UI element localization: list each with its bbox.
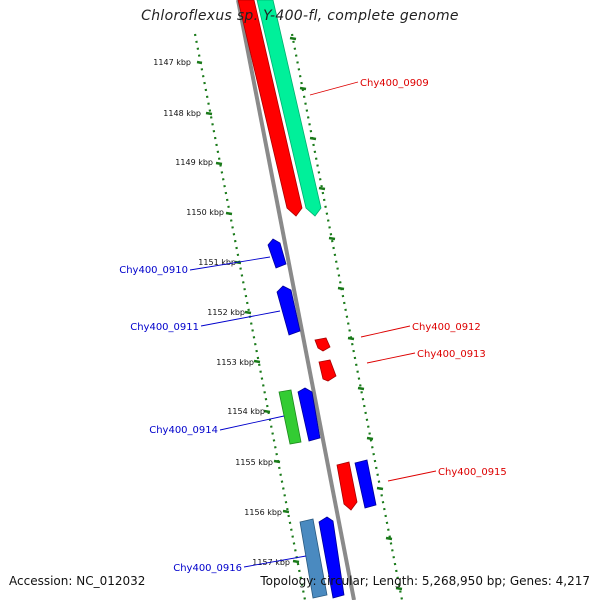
gene-feature-0914-green[interactable] [278, 389, 302, 445]
gene-label-0909[interactable]: Chy400_0909 [360, 78, 429, 89]
gene-label-0915[interactable]: Chy400_0915 [438, 467, 507, 478]
gene-feature-0916-blue[interactable] [318, 516, 345, 599]
ruler-tick-label: 1154 kbp [227, 407, 265, 416]
outer-dotted-line [290, 33, 404, 601]
gene-feature-0916-steel[interactable] [299, 518, 328, 599]
gene-feature-0914-blue[interactable] [297, 387, 321, 442]
leader-line-0915 [387, 470, 437, 482]
leader-line-0912 [360, 325, 411, 338]
gene-feature-red-long[interactable] [237, 0, 303, 217]
gene-feature-teal-long[interactable] [256, 0, 322, 217]
outer-major-ticks [289, 36, 403, 591]
leader-line-0910 [189, 256, 271, 271]
leader-line-0914 [219, 415, 285, 431]
ruler-tick-label: 1147 kbp [153, 58, 191, 67]
leader-line-0909 [309, 81, 359, 96]
gene-label-0913[interactable]: Chy400_0913 [417, 349, 486, 360]
ruler-tick-label: 1148 kbp [163, 109, 201, 118]
ruler-tick-label: 1156 kbp [244, 508, 282, 517]
leader-line-0913 [366, 352, 416, 364]
ruler-tick-label: 1153 kbp [216, 358, 254, 367]
gene-feature-0915-red[interactable] [336, 461, 358, 511]
gene-label-0910[interactable]: Chy400_0910 [119, 265, 188, 276]
gene-label-0914[interactable]: Chy400_0914 [149, 425, 218, 436]
leader-line-0911 [200, 310, 281, 327]
gene-feature-0915-blue[interactable] [354, 459, 377, 509]
map-title: Chloroflexus sp. Y-400-fl, complete geno… [141, 8, 459, 24]
backbone-line [236, 0, 356, 601]
leader-line-0916 [243, 555, 307, 568]
gene-label-0911[interactable]: Chy400_0911 [130, 322, 199, 333]
gene-feature-0910[interactable] [267, 238, 287, 269]
genome-info-label: Topology: circular; Length: 5,268,950 bp… [260, 574, 590, 588]
ruler-tick-label: 1150 kbp [186, 208, 224, 217]
ruler-tick-label: 1152 kbp [207, 308, 245, 317]
gene-feature-0912[interactable] [314, 337, 331, 352]
gene-label-0912[interactable]: Chy400_0912 [412, 322, 481, 333]
gene-feature-0913[interactable] [318, 359, 337, 382]
ruler-tick-label: 1149 kbp [175, 158, 213, 167]
gene-label-0916[interactable]: Chy400_0916 [173, 563, 242, 574]
ruler-tick-label: 1151 kbp [198, 258, 236, 267]
ruler-tick-label: 1155 kbp [235, 458, 273, 467]
accession-label: Accession: NC_012032 [9, 574, 146, 588]
gene-feature-0911[interactable] [276, 285, 301, 336]
